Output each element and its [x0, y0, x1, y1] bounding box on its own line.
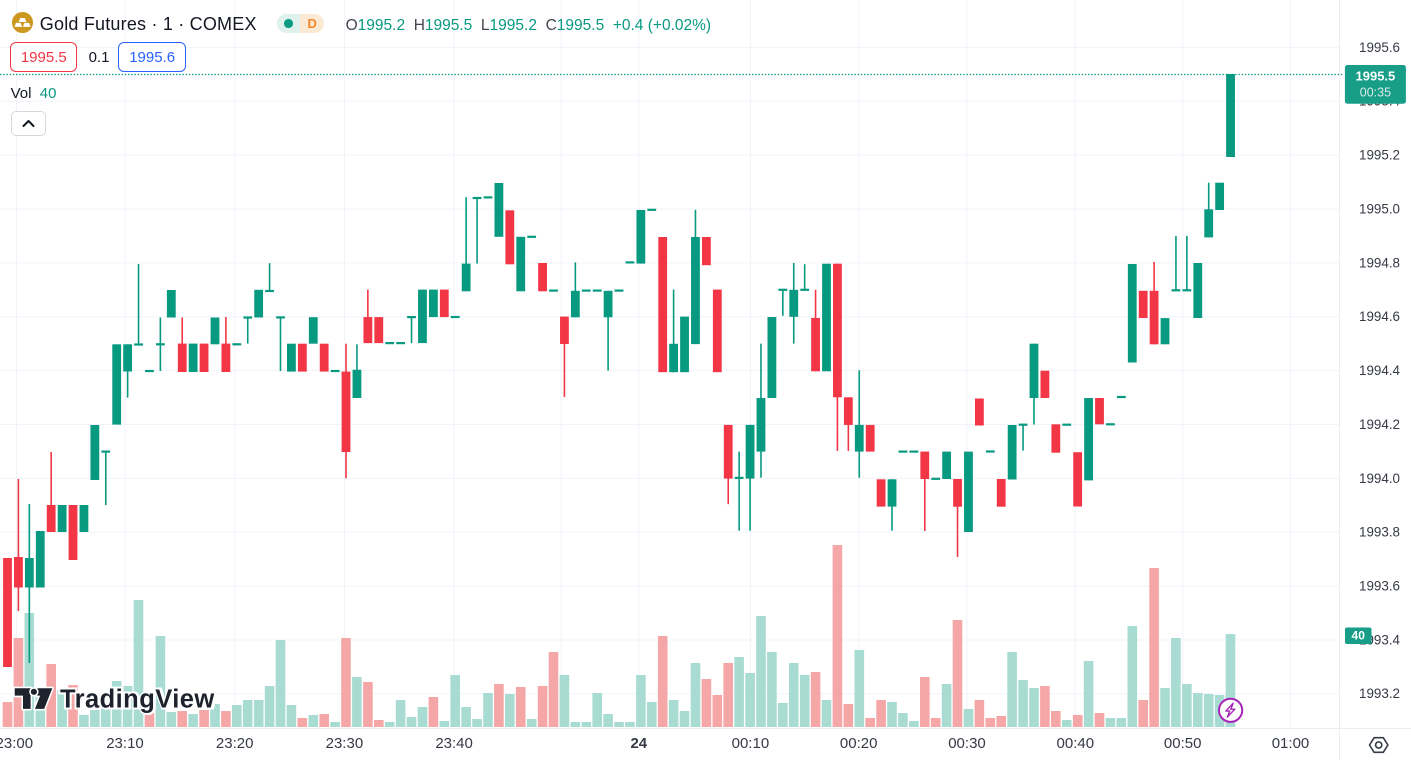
svg-text:00:20: 00:20 — [840, 735, 878, 752]
svg-text:1993.6: 1993.6 — [1359, 579, 1400, 594]
svg-text:00:10: 00:10 — [732, 735, 770, 752]
svg-text:23:40: 23:40 — [435, 735, 473, 752]
svg-text:24: 24 — [630, 735, 647, 752]
svg-text:23:00: 23:00 — [0, 735, 33, 752]
svg-text:1994.8: 1994.8 — [1359, 255, 1400, 270]
svg-text:00:35: 00:35 — [1360, 86, 1391, 100]
svg-text:23:20: 23:20 — [216, 735, 254, 752]
svg-text:1994.2: 1994.2 — [1359, 417, 1400, 432]
svg-text:1995.2: 1995.2 — [1359, 148, 1400, 163]
svg-text:1994.6: 1994.6 — [1359, 309, 1400, 324]
svg-text:1995.6: 1995.6 — [1359, 40, 1400, 55]
svg-text:1993.8: 1993.8 — [1359, 525, 1400, 540]
svg-text:00:40: 00:40 — [1057, 735, 1095, 752]
svg-text:1995.0: 1995.0 — [1359, 201, 1400, 216]
svg-text:TradingView: TradingView — [60, 686, 215, 714]
svg-text:23:10: 23:10 — [106, 735, 144, 752]
svg-text:TradingView: TradingView — [60, 686, 216, 714]
svg-text:1995.5: 1995.5 — [1356, 68, 1396, 83]
svg-text:00:30: 00:30 — [948, 735, 986, 752]
svg-text:01:00: 01:00 — [1272, 735, 1310, 752]
svg-text:00:50: 00:50 — [1164, 735, 1202, 752]
svg-text:1994.0: 1994.0 — [1359, 471, 1400, 486]
svg-text:40: 40 — [1352, 629, 1366, 643]
svg-text:1994.4: 1994.4 — [1359, 363, 1401, 378]
svg-text:1993.2: 1993.2 — [1359, 686, 1400, 701]
svg-text:23:30: 23:30 — [326, 735, 364, 752]
